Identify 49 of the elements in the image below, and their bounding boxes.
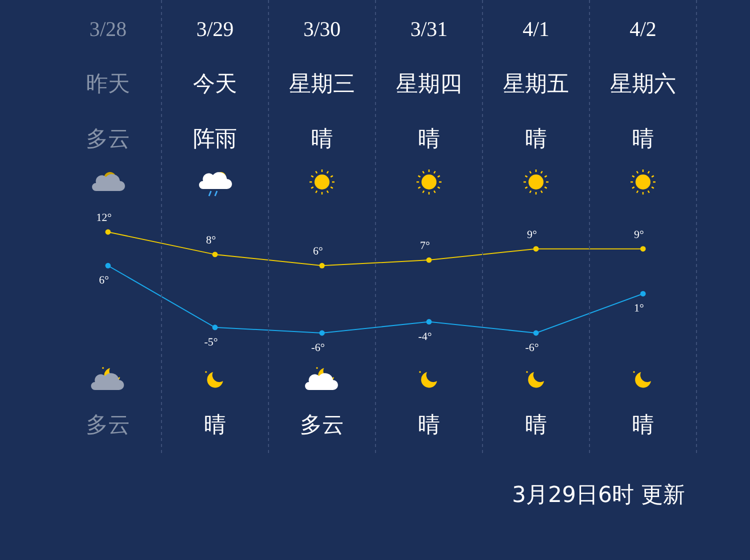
text: 晴	[525, 127, 547, 152]
text: 3月29日6时 更新	[512, 483, 685, 508]
text: 晴	[632, 127, 654, 152]
point	[533, 330, 539, 336]
point	[533, 246, 539, 252]
text: 晴	[418, 127, 440, 152]
x-tick-label: 4/2	[630, 17, 656, 41]
point	[640, 246, 646, 252]
data-label: 9°	[634, 228, 644, 241]
x-tick-label: 3/31	[410, 17, 448, 41]
x-tick-label: 3/28	[89, 17, 127, 41]
point	[319, 330, 325, 336]
data-label: -6°	[311, 342, 325, 354]
text: 晴	[418, 413, 440, 438]
text: 星期五	[503, 72, 569, 97]
x-tick-label: 3/30	[303, 17, 341, 41]
x-tick-label: 4/1	[522, 17, 550, 41]
text: 晴	[204, 413, 226, 438]
text: 晴	[632, 413, 654, 438]
point	[212, 324, 218, 330]
data-label: 8°	[206, 234, 216, 246]
text: 阵雨	[193, 127, 237, 152]
point	[105, 229, 111, 235]
data-label: 7°	[420, 240, 430, 252]
data-label: -4°	[418, 330, 432, 343]
text: 晴	[311, 127, 333, 152]
text: 多云	[86, 413, 130, 438]
text: 多云	[300, 413, 344, 438]
text: 多云	[86, 127, 130, 152]
data-label: -6°	[525, 342, 539, 354]
point	[426, 257, 432, 263]
point	[426, 319, 432, 325]
text: 星期四	[396, 72, 462, 97]
text: 星期六	[610, 72, 676, 97]
point	[212, 252, 218, 258]
data-label: 9°	[527, 228, 537, 241]
text: 今天	[193, 72, 237, 97]
text: 星期三	[289, 72, 355, 97]
data-label: 6°	[313, 246, 323, 258]
x-tick-label: 3/29	[196, 17, 234, 41]
text: 昨天	[86, 72, 130, 97]
point	[319, 262, 325, 268]
data-label: 6°	[99, 274, 109, 287]
data-label: -5°	[204, 336, 218, 348]
text: 晴	[525, 413, 547, 438]
point	[105, 262, 111, 268]
point	[640, 290, 646, 296]
data-label: 1°	[634, 302, 644, 315]
data-label: 12°	[96, 212, 112, 224]
